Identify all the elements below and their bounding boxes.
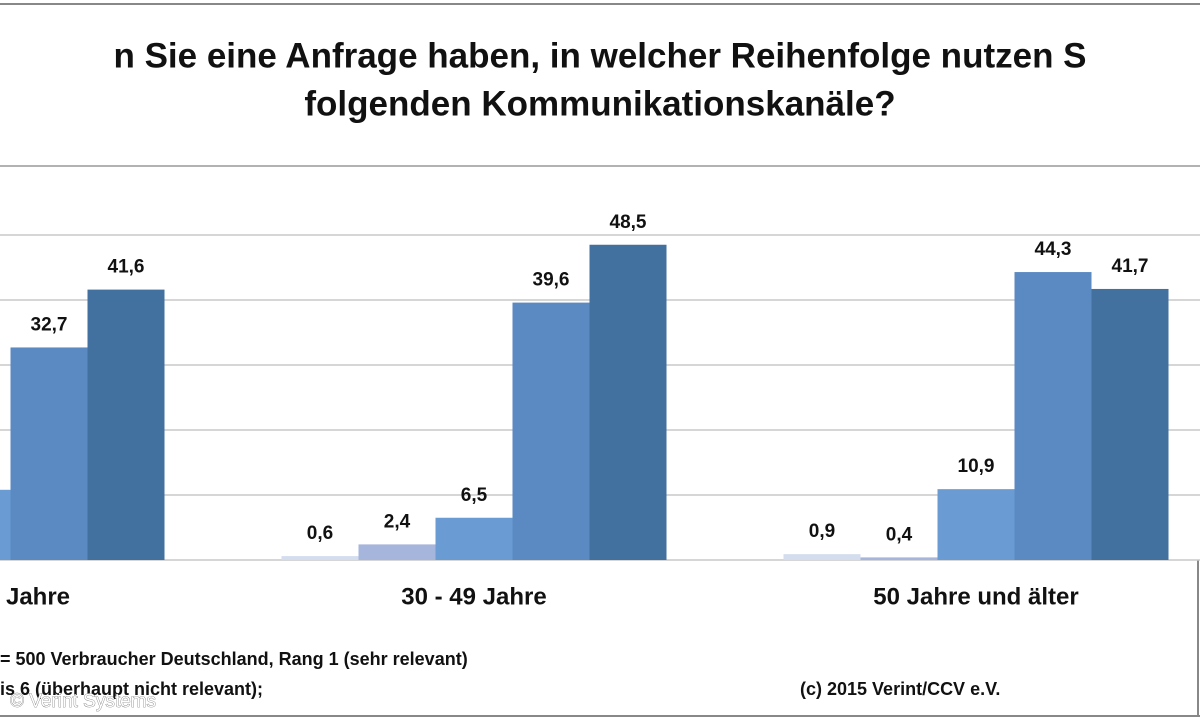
title-line: n Sie eine Anfrage haben, in welcher Rei… xyxy=(113,36,1086,75)
bar xyxy=(281,556,359,560)
bar xyxy=(783,554,861,560)
value-label: 44,3 xyxy=(1035,239,1072,260)
value-label: 41,7 xyxy=(1112,256,1149,277)
source: (c) 2015 Verint/CCV e.V. xyxy=(800,679,1000,699)
value-label: 41,6 xyxy=(108,257,145,278)
x-tick-label: 50 Jahre und älter xyxy=(873,583,1078,610)
value-label: 2,4 xyxy=(384,511,411,532)
bar xyxy=(1091,288,1169,560)
bar xyxy=(1014,272,1092,560)
bar xyxy=(512,302,590,560)
bar xyxy=(435,517,513,560)
bar xyxy=(87,289,165,560)
bar xyxy=(937,489,1015,560)
bar xyxy=(0,489,11,560)
value-label: 6,5 xyxy=(461,485,488,506)
footnote: = 500 Verbraucher Deutschland, Rang 1 (s… xyxy=(0,649,468,669)
value-label: 0,6 xyxy=(307,523,333,544)
x-tick-label: 30 - 49 Jahre xyxy=(401,583,546,610)
bar xyxy=(860,557,938,560)
bar xyxy=(358,544,436,560)
footnote: is 6 (überhaupt nicht relevant); xyxy=(0,679,263,699)
value-label: 39,6 xyxy=(533,270,570,291)
value-label: 10,9 xyxy=(958,456,995,477)
value-label: 0,4 xyxy=(886,524,913,545)
bar xyxy=(10,347,88,560)
value-label: 32,7 xyxy=(31,314,68,335)
value-label: 48,5 xyxy=(610,212,647,233)
x-tick-label: Jahre xyxy=(6,583,70,610)
bar xyxy=(589,244,667,560)
value-label: 0,9 xyxy=(809,521,835,542)
watermark: © Verint Systems xyxy=(10,691,156,712)
title-line: folgenden Kommunikationskanäle? xyxy=(304,84,895,123)
